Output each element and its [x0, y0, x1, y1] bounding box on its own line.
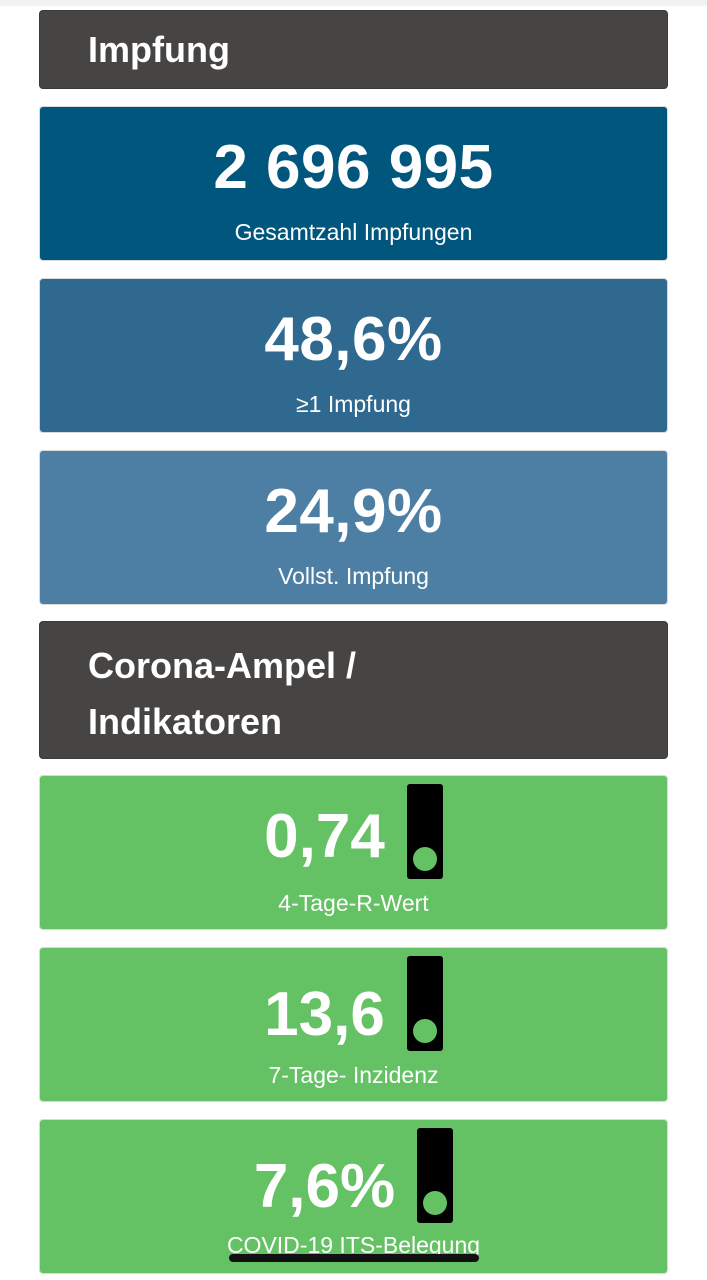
- stat-label: Gesamtzahl Impfungen: [234, 219, 473, 245]
- section-title-impfung: Impfung: [88, 29, 230, 70]
- traffic-light-icon: [406, 956, 443, 1051]
- status-bar-edge: [0, 0, 707, 6]
- traffic-light-green-lamp: [423, 1191, 448, 1215]
- section-header-ampel: Corona-Ampel / Indikatoren: [39, 621, 668, 759]
- section-title-line-1: Corona-Ampel /: [88, 645, 357, 686]
- section-header-impfung: Impfung: [39, 10, 668, 89]
- stat-value: 48,6%: [264, 305, 443, 374]
- indicator-tile-incidence: 13,6 7-Tage- Inzidenz: [39, 947, 668, 1102]
- stat-label: ≥1 Impfung: [296, 391, 411, 417]
- indicator-row: 13,6: [40, 956, 667, 1051]
- traffic-light-icon: [417, 1128, 454, 1223]
- indicator-tile-its-occupancy: 7,6% COVID-19 ITS-Belegung: [39, 1119, 668, 1274]
- stat-value: 24,9%: [264, 477, 443, 546]
- stat-label: Vollst. Impfung: [278, 563, 429, 589]
- indicator-label: COVID-19 ITS-Belegung: [226, 1232, 481, 1258]
- home-indicator[interactable]: [229, 1254, 479, 1262]
- indicator-row: 7,6%: [40, 1128, 667, 1223]
- indicator-tile-r-value: 0,74 4-Tage-R-Wert: [39, 775, 668, 930]
- stat-value: 2 696 995: [213, 133, 494, 202]
- stat-tile-fully-vaccinated: 24,9% Vollst. Impfung: [39, 450, 668, 605]
- section-title-line-2: Indikatoren: [88, 701, 283, 742]
- indicator-label: 4-Tage-R-Wert: [278, 890, 429, 916]
- indicator-row: 0,74: [40, 784, 667, 879]
- indicator-value: 13,6: [264, 980, 385, 1049]
- traffic-light-green-lamp: [412, 1019, 437, 1043]
- stat-tile-first-dose: 48,6% ≥1 Impfung: [39, 278, 668, 433]
- section-title-ampel: Corona-Ampel / Indikatoren: [88, 638, 356, 750]
- stat-tile-total-vaccinations: 2 696 995 Gesamtzahl Impfungen: [39, 106, 668, 261]
- indicator-label: 7-Tage- Inzidenz: [268, 1062, 439, 1088]
- traffic-light-icon: [406, 784, 443, 879]
- indicator-value: 7,6%: [253, 1152, 396, 1221]
- traffic-light-green-lamp: [412, 847, 437, 871]
- indicator-value: 0,74: [264, 802, 385, 871]
